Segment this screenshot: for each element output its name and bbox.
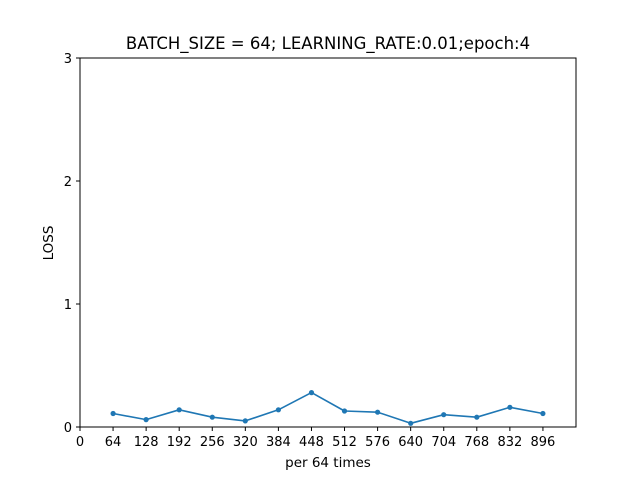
y-tick-label: 1 (64, 298, 72, 313)
series-layer (110, 390, 546, 426)
loss-series-line (112, 391, 544, 425)
y-tick-label: 0 (64, 421, 72, 436)
chart-title: BATCH_SIZE = 64; LEARNING_RATE:0.01;epoc… (126, 34, 530, 54)
loss-data-point (375, 409, 381, 415)
loss-data-point (507, 404, 513, 410)
x-tick-label: 640 (398, 435, 423, 450)
y-axis-label: LOSS (41, 226, 57, 261)
x-tick-label: 0 (76, 435, 84, 450)
x-tick-label: 896 (531, 435, 556, 450)
loss-data-point (143, 417, 149, 423)
loss-data-point (110, 410, 116, 417)
x-tick-label: 832 (497, 435, 522, 450)
x-tick-label: 512 (332, 435, 357, 450)
loss-data-point (209, 414, 215, 420)
x-tick-label: 384 (266, 435, 291, 450)
loss-data-point (441, 412, 447, 418)
x-tick-label: 64 (105, 435, 122, 450)
plot-area-frame (79, 57, 577, 428)
loss-data-point (474, 414, 480, 420)
x-axis-label: per 64 times (285, 455, 371, 471)
loss-data-point (242, 418, 248, 424)
x-tick-label: 768 (464, 435, 489, 450)
loss-data-point (308, 390, 315, 396)
x-tick-label: 192 (167, 435, 192, 450)
x-tick-label: 128 (134, 435, 159, 450)
loss-data-point (408, 420, 414, 426)
x-tick-label: 704 (431, 435, 456, 450)
x-tick-label: 448 (299, 435, 324, 450)
y-tick-label: 2 (64, 175, 72, 190)
x-tick-label: 576 (365, 435, 390, 450)
loss-data-point (341, 408, 348, 414)
loss-data-point (540, 410, 546, 417)
y-tick-label: 3 (64, 52, 72, 67)
x-tick-label: 320 (233, 435, 258, 450)
loss-data-point (176, 407, 182, 413)
x-tick-label: 256 (200, 435, 225, 450)
y-axis-ticks: 0 1 2 3 (64, 52, 80, 436)
x-axis-ticks: 0 64 128 192 256 320 384 448 512 576 640 704 768 832 8… (76, 427, 555, 450)
loss-data-point (275, 407, 281, 413)
